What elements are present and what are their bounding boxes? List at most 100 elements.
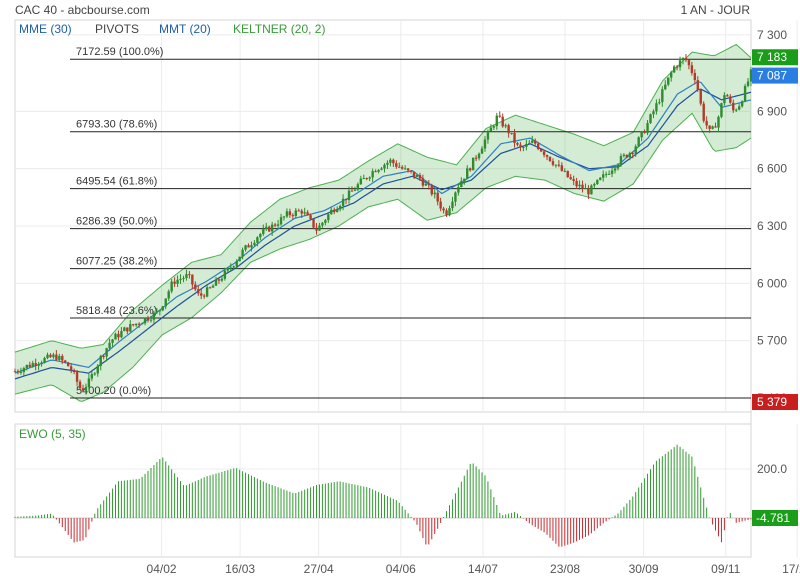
candle-body [439,201,442,209]
candle-body [347,190,351,201]
candle-body [140,323,144,325]
candle-body [427,183,431,186]
candle-body [548,156,552,162]
candle-body [377,169,380,172]
candle-body [208,287,212,289]
candle-body [19,371,23,373]
candle-body [105,348,108,357]
price-pane-frame [14,19,752,413]
candle-body [241,249,244,257]
candle-body [590,185,593,195]
candle-body [604,174,608,176]
candle-body [418,175,422,179]
candle-body [13,371,17,373]
candle-body [572,179,575,182]
fibonacci-level-label: 7172.59 (100.0%) [76,46,163,58]
candle-body [28,364,31,367]
legend-item: MME (30) [19,22,72,36]
candle-body [705,120,708,126]
candle-body [330,209,333,215]
candle-body [661,89,664,103]
candle-body [711,126,714,129]
candle-body [46,354,49,359]
candle-body [445,210,448,216]
candle-body [655,103,658,112]
candle-body [120,331,123,338]
candle-body [457,187,460,193]
candle-body [516,142,519,145]
price-tick-label: 6 300 [757,219,787,233]
candle-body [708,125,711,129]
candle-body [628,153,632,158]
candle-body [557,164,561,166]
candle-body [338,205,342,210]
candle-body [58,356,61,360]
candle-body [643,131,646,134]
candle-body [699,89,702,104]
candle-body [220,278,224,281]
candle-body [501,116,504,127]
candle-body [596,179,599,184]
candle-body [223,270,227,279]
fibonacci-level-label: 6286.39 (50.0%) [76,216,157,228]
candle-body [681,57,685,61]
candle-body [477,153,481,159]
candle-body [229,267,232,269]
candle-body [507,125,510,134]
candle-body [430,185,433,195]
candle-body [735,109,738,111]
candle-body [371,171,374,178]
candle-body [536,143,540,150]
candlestick-series [13,54,753,395]
x-tick-label: 16/03 [225,562,255,576]
ewo-pane-frame [14,423,752,558]
candle-body [149,319,153,321]
price-badge [752,394,798,411]
candle-body [545,155,549,157]
candle-body [49,354,52,358]
candle-body [504,125,507,127]
x-tick-label: 30/09 [629,562,659,576]
legend-item: PIVOTS [95,22,139,36]
candle-body [359,178,363,185]
x-tick-label: 27/04 [304,562,334,576]
candle-body [702,103,705,121]
candle-body [108,342,111,349]
candle-body [575,181,578,187]
candle-body [368,177,371,179]
candle-body [607,173,611,175]
candle-body [675,66,679,68]
x-tick-label: 04/06 [386,562,416,576]
candle-body [560,165,564,171]
mme-30-line [14,88,752,380]
candle-body [155,311,159,313]
candle-body [173,281,176,284]
candle-body [158,310,162,312]
candle-body [690,65,694,73]
candle-body [268,226,271,232]
legend-item: MMT (20) [159,22,211,36]
candle-body [353,189,357,191]
candle-body [619,156,623,165]
candle-body [64,360,67,363]
candle-body [454,192,457,202]
period-label[interactable]: 1 AN - JOUR [680,3,750,17]
candle-body [205,287,209,297]
candle-body [250,245,253,248]
candle-body [622,154,626,157]
candle-body [486,131,490,140]
candle-body [398,166,401,168]
candle-body [566,170,569,178]
keltner-band-fill [15,44,751,402]
candle-body [22,368,26,372]
candle-body [498,115,501,117]
fibonacci-level-label: 6077.25 (38.2%) [76,256,157,268]
candle-body [87,378,91,388]
candle-body [646,123,649,134]
candle-body [176,279,179,284]
candle-body [495,115,498,127]
candle-body [327,214,330,221]
candle-body [143,318,147,324]
candle-body [551,161,555,165]
